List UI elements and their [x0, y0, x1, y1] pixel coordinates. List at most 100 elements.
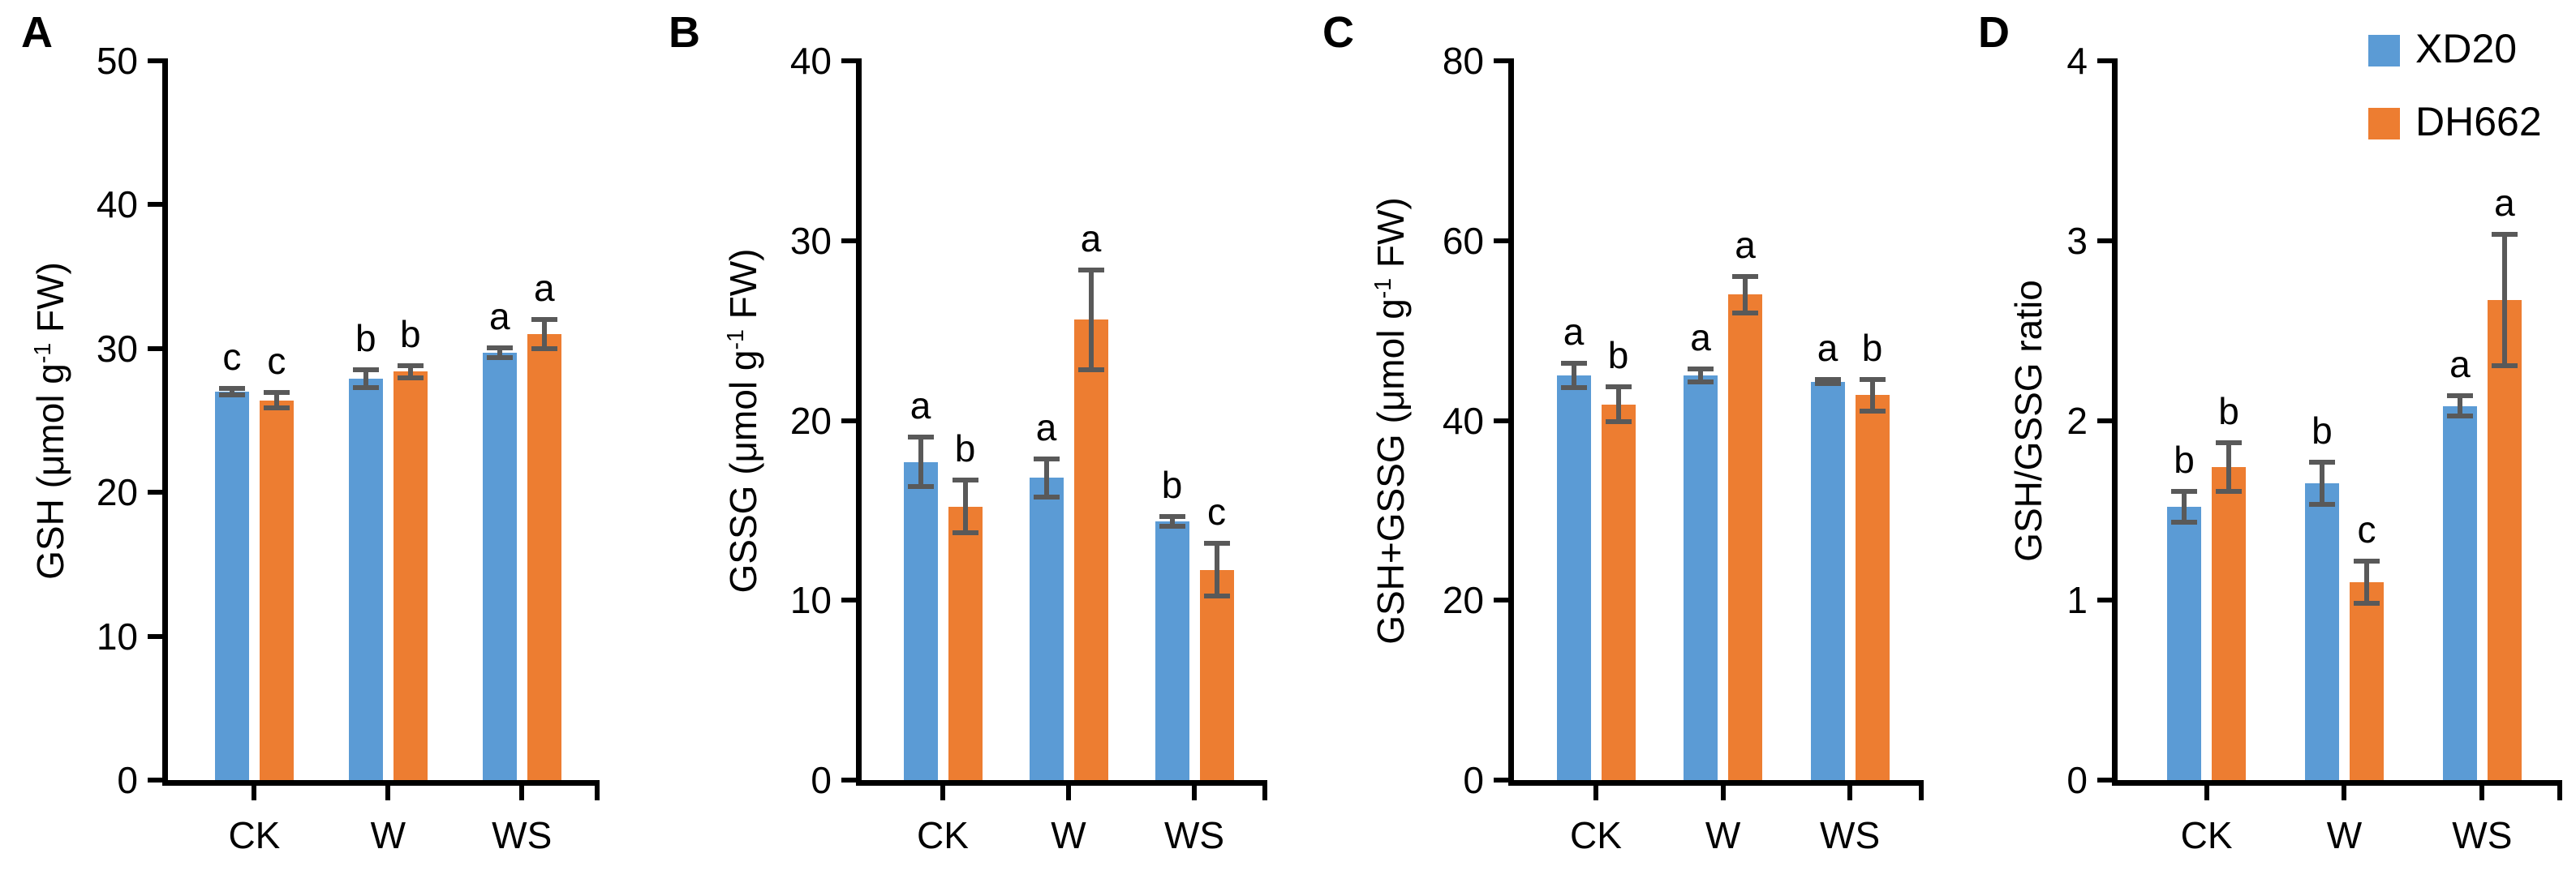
y-tick-label: 80 — [1442, 40, 1484, 82]
error-bar-line — [1088, 268, 1094, 372]
error-bar-cap-bottom — [2171, 520, 2198, 525]
error-bar-cap-top — [2446, 393, 2473, 399]
bar-xd20-ws — [2442, 405, 2477, 780]
panel-letter: B — [669, 8, 700, 57]
error-bar-cap-bottom — [1159, 523, 1185, 529]
error-bar-line — [1869, 377, 1875, 414]
error-bar-line — [497, 345, 502, 360]
y-tick-label: 60 — [1442, 219, 1484, 262]
y-tick — [2097, 598, 2112, 603]
error-bar-cap-top — [1033, 456, 1060, 461]
x-tick — [940, 786, 945, 800]
y-tick-label: 20 — [789, 399, 832, 442]
error-bar-cap-top — [1077, 268, 1104, 272]
significance-letter: a — [1817, 327, 1838, 370]
bar-xd20-ws — [1155, 521, 1189, 780]
x-tick — [385, 786, 391, 800]
y-tick — [2097, 58, 2112, 63]
panel-letter: D — [1978, 8, 2010, 57]
error-bar-cap-bottom — [952, 530, 978, 536]
y-tick — [148, 202, 162, 208]
y-tick — [148, 58, 162, 63]
legend-swatch-xd20 — [2368, 35, 2400, 66]
bar-dh662-ck — [259, 400, 294, 780]
legend-label-dh662: DH662 — [2415, 99, 2542, 144]
significance-letter: c — [222, 335, 242, 378]
error-bar-cap-bottom — [1033, 495, 1060, 500]
error-bar-line — [541, 316, 547, 352]
error-bar-cap-bottom — [486, 354, 513, 360]
category-label-w: W — [1705, 814, 1741, 856]
error-bar-cap-top — [397, 362, 424, 368]
panel-a: A GSH (μmol g-1 FW) 0 10 20 30 40 50 CK W WS c b a c b a — [0, 0, 644, 879]
panel-letter: C — [1322, 8, 1354, 57]
y-axis-line — [1508, 58, 1514, 786]
error-bar-cap-bottom — [218, 392, 245, 398]
error-bar-cap-top — [952, 478, 978, 483]
y-tick-label: 40 — [1442, 399, 1484, 442]
bar-dh662-ck — [2212, 467, 2247, 780]
y-tick-label: 40 — [789, 40, 832, 82]
error-bar-cap-bottom — [907, 483, 934, 489]
bar-dh662-ws — [1855, 395, 1890, 780]
bar-dh662-w — [1728, 294, 1763, 780]
error-bar-cap-top — [486, 345, 513, 351]
y-tick-label: 3 — [2066, 219, 2088, 262]
significance-letter: c — [1207, 491, 1226, 534]
category-label-ws: WS — [1163, 814, 1225, 856]
y-tick — [841, 418, 856, 423]
error-bar-cap-top — [1159, 513, 1185, 519]
y-axis-line — [2112, 58, 2118, 786]
error-bar-cap-top — [2491, 231, 2518, 237]
legend-item-dh662: DH662 — [2368, 97, 2576, 149]
error-bar-cap-bottom — [1732, 310, 1759, 315]
y-tick — [841, 778, 856, 783]
category-label-ck: CK — [917, 814, 969, 856]
y-tick — [1494, 58, 1508, 63]
bar-xd20-ck — [214, 392, 249, 780]
x-tick — [1192, 786, 1197, 800]
bar-dh662-ws — [1199, 569, 1234, 780]
significance-letter: b — [2174, 438, 2195, 481]
y-axis-line — [162, 58, 168, 786]
bar-xd20-w — [1684, 375, 1718, 780]
error-bar-line — [2319, 460, 2324, 507]
significance-letter: a — [533, 266, 555, 309]
error-bar-line — [1043, 456, 1049, 500]
error-bar-cap-top — [2216, 440, 2243, 445]
significance-letter: b — [954, 427, 976, 470]
panel-letter: A — [21, 8, 53, 57]
error-bar-line — [1169, 513, 1175, 529]
bar-dh662-w — [393, 371, 428, 780]
error-bar-cap-bottom — [352, 385, 379, 391]
significance-letter: a — [910, 384, 931, 427]
error-bar-cap-top — [1814, 377, 1841, 383]
error-bar-cap-top — [2308, 460, 2335, 465]
y-tick — [2097, 418, 2112, 423]
bar-xd20-w — [2304, 483, 2339, 780]
y-tick — [148, 345, 162, 351]
y-tick-label: 30 — [96, 327, 138, 370]
y-tick-label: 4 — [2066, 40, 2088, 82]
error-bar-line — [2501, 231, 2507, 369]
category-label-ck: CK — [1570, 814, 1622, 856]
y-tick — [148, 633, 162, 639]
x-tick — [252, 786, 257, 800]
y-tick-label: 50 — [96, 40, 138, 82]
x-axis-line — [162, 780, 600, 786]
y-tick-label: 0 — [117, 759, 138, 801]
error-bar-line — [918, 435, 923, 489]
error-bar-cap-bottom — [1605, 418, 1632, 424]
y-tick — [841, 598, 856, 603]
y-tick-label: 1 — [2066, 579, 2088, 622]
significance-letter: a — [488, 295, 510, 338]
legend-swatch-dh662 — [2368, 108, 2400, 139]
significance-letter: a — [1080, 217, 1102, 259]
error-bar-cap-bottom — [263, 405, 290, 411]
legend-item-xd20: XD20 — [2368, 24, 2576, 76]
x-tick — [2342, 786, 2347, 800]
y-tick-label: 0 — [1463, 759, 1484, 801]
significance-letter: b — [1607, 334, 1629, 377]
x-axis-line — [856, 780, 1267, 786]
